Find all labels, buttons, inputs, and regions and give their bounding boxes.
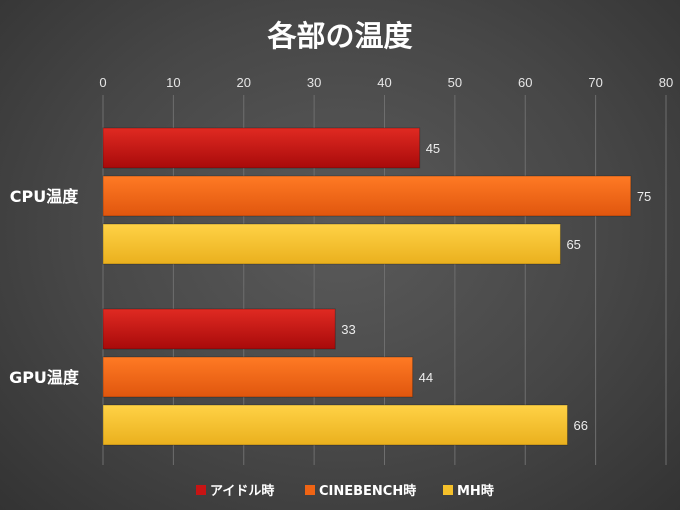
legend-label: MH時 [457, 483, 494, 499]
x-tick-label: 20 [237, 75, 251, 90]
y-axis-categories: CPU温度 GPU温度 [9, 187, 80, 387]
x-tick-label: 60 [518, 75, 532, 90]
data-label: 45 [426, 141, 440, 156]
bar [102, 356, 414, 398]
bars [102, 127, 632, 446]
category-label: GPU温度 [9, 368, 80, 387]
x-axis-ticks: 0 10 20 30 40 50 60 70 80 [99, 75, 673, 90]
data-labels: 45 75 65 33 44 66 [341, 141, 651, 433]
data-label: 44 [419, 370, 433, 385]
category-label: CPU温度 [10, 187, 79, 206]
data-label: 75 [637, 189, 651, 204]
data-label: 65 [566, 237, 580, 252]
bar [102, 223, 561, 265]
data-label: 66 [573, 418, 587, 433]
x-tick-label: 0 [99, 75, 106, 90]
legend-swatch [305, 485, 315, 495]
bar [102, 308, 336, 350]
x-tick-label: 80 [659, 75, 673, 90]
chart-title: 各部の温度 [266, 19, 412, 53]
x-tick-label: 40 [377, 75, 391, 90]
bar [102, 127, 421, 169]
legend-label: CINEBENCH時 [319, 483, 416, 499]
x-tick-label: 30 [307, 75, 321, 90]
data-label: 33 [341, 322, 355, 337]
x-tick-label: 10 [166, 75, 180, 90]
bar [102, 404, 568, 446]
legend: アイドル時 CINEBENCH時 MH時 [196, 483, 494, 499]
legend-swatch [443, 485, 453, 495]
legend-swatch [196, 485, 206, 495]
legend-label: アイドル時 [210, 483, 274, 499]
bar [102, 175, 632, 217]
x-tick-label: 50 [448, 75, 462, 90]
x-tick-label: 70 [588, 75, 602, 90]
